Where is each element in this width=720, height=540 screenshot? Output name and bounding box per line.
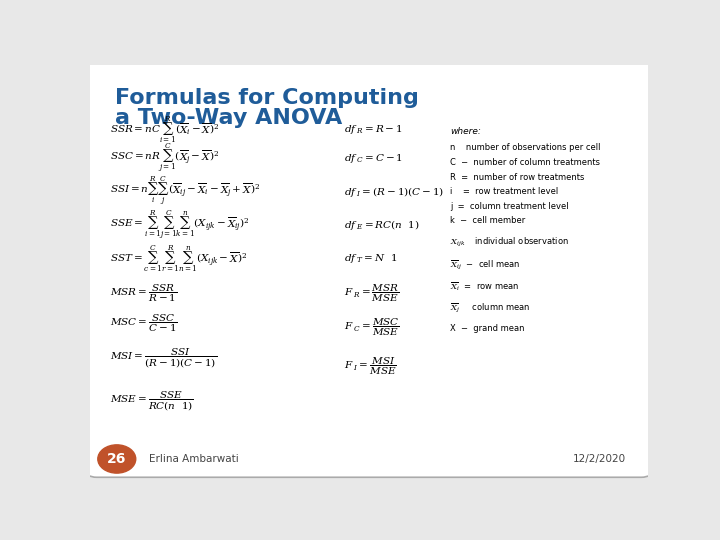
Text: $MSR = \dfrac{SSR}{R-1}$: $MSR = \dfrac{SSR}{R-1}$	[109, 283, 177, 304]
Text: $SST = \sum_{c=1}^{C}\sum_{r=1}^{R}\sum_{n=1}^{n}(X_{ijk} - \overline{X})^2$: $SST = \sum_{c=1}^{C}\sum_{r=1}^{R}\sum_…	[109, 242, 247, 274]
Text: $\overline{X}_i$  =  row mean: $\overline{X}_i$ = row mean	[450, 281, 519, 293]
Text: $df_{\ R} = R-1$: $df_{\ R} = R-1$	[344, 123, 402, 136]
Text: n    number of observations per cell: n number of observations per cell	[450, 144, 600, 152]
Text: $F_{\ C} = \dfrac{MSC}{MSE}$: $F_{\ C} = \dfrac{MSC}{MSE}$	[344, 317, 400, 338]
Text: $X_{ijk}$    individual observation: $X_{ijk}$ individual observation	[450, 235, 569, 248]
Text: $SSE = \sum_{i=1}^{R}\sum_{j=1}^{C}\sum_{k=1}^{n}(X_{ijk} - \overline{X}_{ij})^2: $SSE = \sum_{i=1}^{R}\sum_{j=1}^{C}\sum_…	[109, 208, 249, 241]
Text: where:: where:	[450, 127, 481, 136]
Text: $SSI = n\sum_{i}^{R}\sum_{j}^{C}(\overline{X}_{ij} - \overline{X}_i - \overline{: $SSI = n\sum_{i}^{R}\sum_{j}^{C}(\overli…	[109, 175, 260, 208]
Text: $MSE = \dfrac{SSE}{RC(n\ \ 1)}$: $MSE = \dfrac{SSE}{RC(n\ \ 1)}$	[109, 390, 193, 413]
Text: i    =  row treatment level: i = row treatment level	[450, 187, 558, 196]
Text: $df_{\ I} = (R-1)(C-1)$: $df_{\ I} = (R-1)(C-1)$	[344, 185, 444, 199]
Text: Formulas for Computing: Formulas for Computing	[115, 87, 419, 107]
Text: $\overline{X}_{ij}$  −  cell mean: $\overline{X}_{ij}$ − cell mean	[450, 258, 520, 271]
Text: j  =  column treatment level: j = column treatment level	[450, 201, 569, 211]
Text: a Two-Way ANOVA: a Two-Way ANOVA	[115, 109, 343, 129]
Text: $F_{\ I} = \dfrac{MSI}{MSE}$: $F_{\ I} = \dfrac{MSI}{MSE}$	[344, 356, 397, 377]
Text: k  −  cell member: k − cell member	[450, 216, 525, 225]
Circle shape	[98, 445, 136, 473]
Text: $F_{\ R} = \dfrac{MSR}{MSE}$: $F_{\ R} = \dfrac{MSR}{MSE}$	[344, 283, 400, 304]
FancyBboxPatch shape	[86, 62, 652, 477]
Text: Erlina Ambarwati: Erlina Ambarwati	[148, 454, 238, 464]
Text: $df_{\ E} = RC(n\ \ 1)$: $df_{\ E} = RC(n\ \ 1)$	[344, 218, 420, 232]
Text: C  −  number of column treatments: C − number of column treatments	[450, 158, 600, 167]
Text: $df_{\ C} = C-1$: $df_{\ C} = C-1$	[344, 152, 402, 165]
Text: $MSC = \dfrac{SSC}{C-1}$: $MSC = \dfrac{SSC}{C-1}$	[109, 313, 177, 334]
Text: 12/2/2020: 12/2/2020	[572, 454, 626, 464]
Text: $SSR = nC\sum_{i=1}^{R}(\overline{X}_i - \overline{X})^2$: $SSR = nC\sum_{i=1}^{R}(\overline{X}_i -…	[109, 114, 219, 145]
Text: R  =  number of row treatments: R = number of row treatments	[450, 173, 585, 181]
Text: $SSC = nR\sum_{j=1}^{C}(\overline{X}_j - \overline{X})^2$: $SSC = nR\sum_{j=1}^{C}(\overline{X}_j -…	[109, 141, 219, 175]
Text: $MSI = \dfrac{SSI}{(R-1)(C-1)}$: $MSI = \dfrac{SSI}{(R-1)(C-1)}$	[109, 346, 217, 369]
Text: 26: 26	[107, 452, 127, 466]
Text: $df_{\ T} = N\ \ 1$: $df_{\ T} = N\ \ 1$	[344, 252, 397, 265]
Text: X  −  grand mean: X − grand mean	[450, 325, 524, 333]
Text: $\overline{X}_j$     column mean: $\overline{X}_j$ column mean	[450, 302, 531, 314]
